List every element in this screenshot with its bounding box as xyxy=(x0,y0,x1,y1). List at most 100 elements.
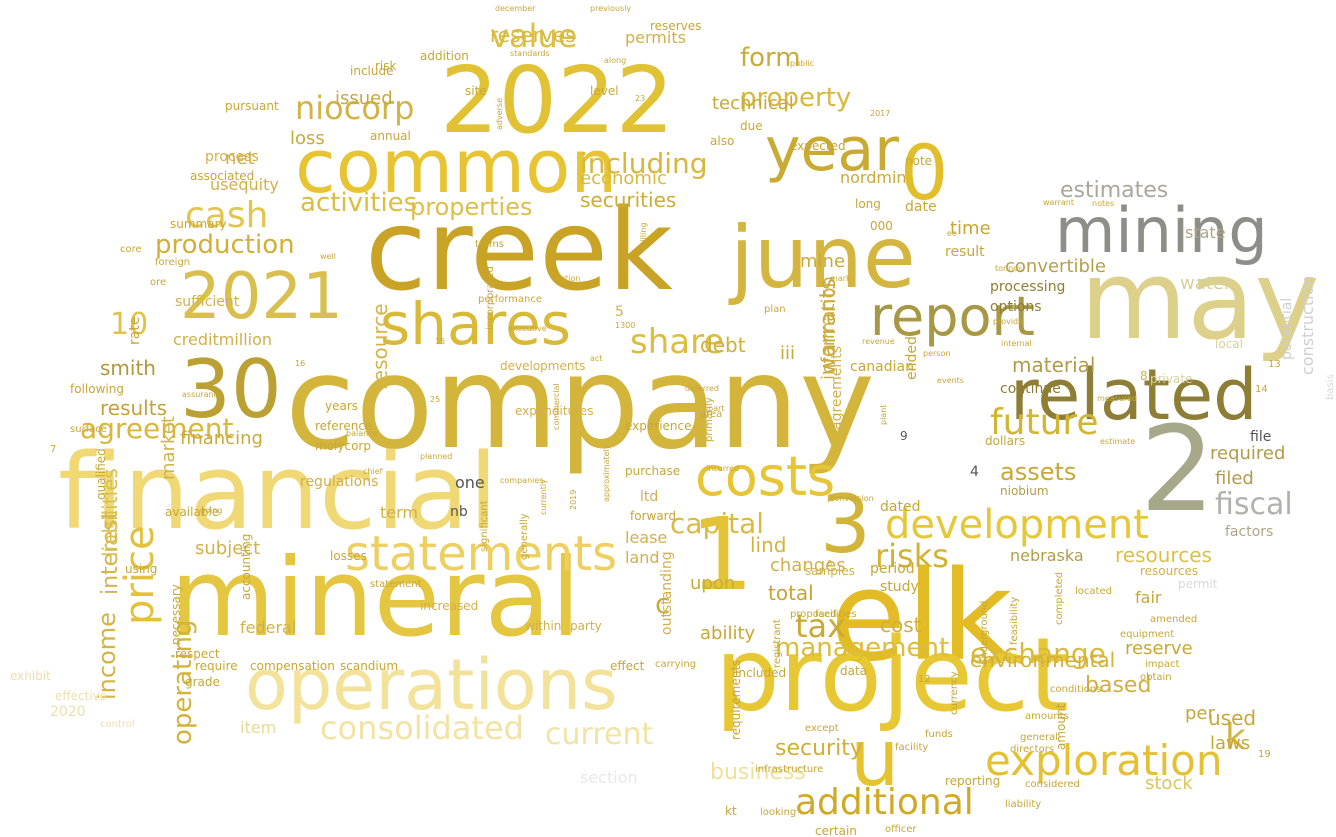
cloud-word-155: private xyxy=(1150,372,1193,386)
cloud-word-140: years xyxy=(325,399,359,413)
cloud-word-183: necessary xyxy=(169,584,183,645)
cloud-word-115: ended xyxy=(904,336,920,380)
cloud-word-160: addition xyxy=(420,49,469,63)
cloud-word-112: date xyxy=(905,199,937,215)
cloud-word-101: stock xyxy=(1145,773,1193,794)
cloud-word-258: adverse xyxy=(495,97,504,130)
cloud-word-18: shares xyxy=(380,290,571,358)
cloud-word-134: samples xyxy=(805,564,855,578)
cloud-word-103: reserve xyxy=(1125,638,1193,659)
cloud-word-265: well xyxy=(320,252,336,261)
cloud-word-88: upon xyxy=(690,573,736,594)
cloud-word-135: increased xyxy=(420,599,479,613)
cloud-word-8: project xyxy=(715,616,1070,735)
cloud-word-53: properties xyxy=(410,193,533,221)
cloud-word-227: 13 xyxy=(1268,359,1281,370)
cloud-word-119: federal xyxy=(240,618,297,637)
cloud-word-139: reference xyxy=(315,419,373,433)
cloud-word-73: economic xyxy=(580,168,667,189)
cloud-word-123: item xyxy=(240,718,277,737)
cloud-word-181: compensation xyxy=(250,659,335,673)
cloud-word-39: production xyxy=(155,230,295,260)
cloud-word-96: filed xyxy=(1215,468,1254,489)
cloud-word-107: state xyxy=(1185,223,1226,242)
cloud-word-31: cash xyxy=(185,195,269,236)
cloud-word-63: total xyxy=(768,581,814,605)
cloud-word-20: 0 xyxy=(900,128,949,217)
cloud-word-190: data xyxy=(840,664,868,678)
cloud-word-147: expected xyxy=(790,139,846,153)
cloud-word-67: convertible xyxy=(1005,256,1107,277)
cloud-word-280: warrant xyxy=(1043,198,1074,207)
cloud-word-125: regulations xyxy=(300,474,379,490)
cloud-word-85: lind xyxy=(750,533,787,557)
cloud-word-66: material xyxy=(1012,353,1096,377)
cloud-word-2: creek xyxy=(365,186,673,316)
cloud-word-156: within xyxy=(525,619,562,633)
cloud-word-12: 2 xyxy=(1140,400,1216,538)
cloud-word-45: management xyxy=(775,633,950,663)
cloud-word-138: molycorp xyxy=(315,439,371,453)
cloud-word-174: surface xyxy=(70,424,107,435)
cloud-word-206: equipment xyxy=(1120,629,1175,640)
cloud-word-92: loss xyxy=(290,128,325,149)
cloud-word-1: company xyxy=(285,329,875,478)
cloud-word-91: net xyxy=(225,148,255,169)
cloud-word-263: conversion xyxy=(830,494,874,503)
cloud-word-218: considered xyxy=(1025,779,1080,790)
cloud-word-220: section xyxy=(580,768,638,787)
cloud-word-189: included xyxy=(735,666,787,680)
cloud-word-131: dollars xyxy=(985,434,1026,448)
cloud-word-149: note xyxy=(905,154,933,168)
cloud-word-49: assets xyxy=(1000,458,1077,486)
cloud-word-100: per xyxy=(1185,703,1215,724)
cloud-word-196: currency xyxy=(949,671,960,715)
cloud-word-58: resources xyxy=(1115,543,1212,567)
cloud-word-195: except xyxy=(805,723,839,734)
cloud-word-99: laws xyxy=(1210,733,1251,754)
cloud-word-59: used xyxy=(1208,706,1257,730)
cloud-word-86: ability xyxy=(700,623,756,644)
cloud-word-180: grade xyxy=(185,675,220,689)
cloud-word-232: 6 xyxy=(827,559,833,568)
cloud-word-217: officer xyxy=(885,824,917,835)
cloud-word-7: 2022 xyxy=(440,47,675,154)
cloud-word-221: 2020 xyxy=(50,704,86,720)
cloud-word-192: registrant xyxy=(772,619,783,668)
cloud-word-70: results xyxy=(100,396,168,420)
cloud-word-165: due xyxy=(740,119,763,133)
cloud-word-23: costs xyxy=(695,445,836,508)
cloud-word-141: 8 xyxy=(1140,369,1148,383)
cloud-word-89: subject xyxy=(195,538,261,559)
cloud-word-235: 15 xyxy=(435,337,446,346)
cloud-word-14: 30 xyxy=(180,343,282,436)
cloud-word-21: u xyxy=(850,714,900,804)
cloud-word-94: usequity xyxy=(210,175,279,194)
cloud-word-244: approximately xyxy=(602,444,611,503)
cloud-word-246: area xyxy=(700,409,723,420)
cloud-word-176: available xyxy=(165,505,220,519)
cloud-word-267: chief xyxy=(363,467,383,476)
cloud-word-199: facility xyxy=(895,742,929,753)
cloud-word-177: using xyxy=(125,562,158,576)
cloud-word-40: activities xyxy=(300,188,418,218)
cloud-word-151: 000 xyxy=(870,219,893,233)
cloud-word-262: december xyxy=(495,4,536,13)
cloud-word-162: reserves xyxy=(650,19,702,33)
cloud-word-188: carrying xyxy=(655,659,697,670)
cloud-word-179: respect xyxy=(175,647,220,661)
cloud-word-202: obtain xyxy=(1140,672,1172,683)
cloud-word-186: statement xyxy=(370,579,422,590)
cloud-word-48: fiscal xyxy=(1215,487,1293,522)
cloud-word-194: facilities xyxy=(815,609,857,620)
cloud-word-54: estimates xyxy=(1060,178,1169,203)
cloud-word-208: located xyxy=(1075,586,1112,597)
cloud-word-245: experience xyxy=(625,419,692,433)
cloud-word-275: events xyxy=(937,376,964,385)
cloud-word-247: plan xyxy=(764,304,786,315)
cloud-word-104: construction xyxy=(1298,275,1317,376)
cloud-word-143: 5 xyxy=(615,304,624,320)
cloud-word-52: form xyxy=(740,43,801,73)
cloud-word-133: agreements xyxy=(829,345,845,430)
cloud-word-47: k xyxy=(1225,717,1246,758)
